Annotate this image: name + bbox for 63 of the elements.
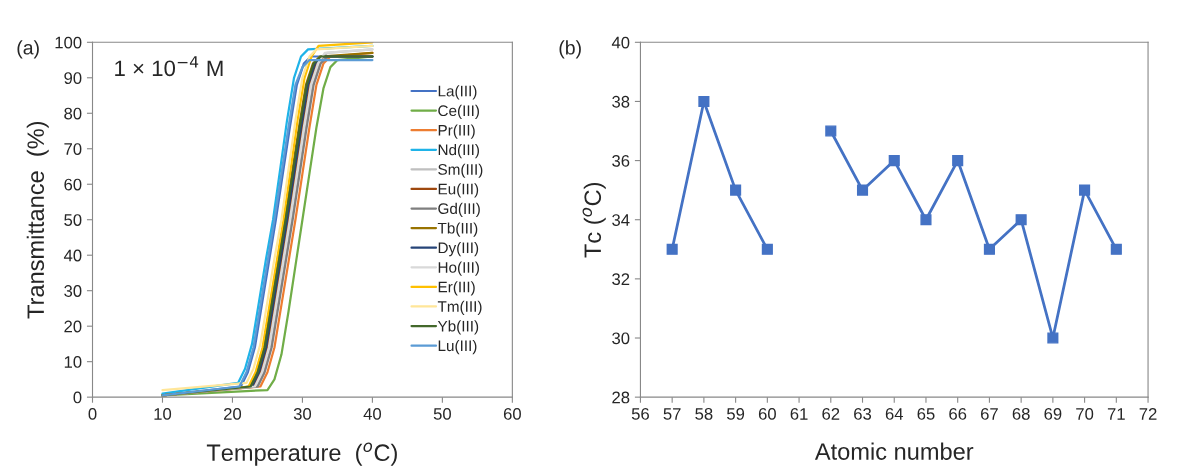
y-tick-label: 34 bbox=[612, 214, 630, 226]
y-tick-label: 60 bbox=[64, 178, 82, 191]
x-axis-title: Atomic number bbox=[814, 442, 974, 460]
y-tick-label: 90 bbox=[64, 72, 82, 84]
x-axis-title: Temperature ($^{o}$C) bbox=[206, 442, 397, 466]
y-tick-label: 30 bbox=[612, 332, 630, 345]
legend-label: Eu(III) bbox=[438, 183, 479, 198]
legend-label: Er(III) bbox=[438, 281, 475, 296]
legend-label: Nd(III) bbox=[438, 144, 479, 159]
legend-label: Lu(III) bbox=[438, 339, 477, 355]
y-tick-label: 10 bbox=[64, 356, 82, 368]
x-tick-label: 65 bbox=[917, 408, 935, 420]
x-tick-label: 70 bbox=[1076, 408, 1094, 420]
x-tick-label: 68 bbox=[1012, 408, 1030, 420]
text: (b) bbox=[559, 40, 581, 59]
y-tick-label: 30 bbox=[64, 285, 82, 297]
text: (a) bbox=[17, 40, 39, 59]
legend-label: Ho(III) bbox=[438, 261, 479, 276]
x-tick-label: 64 bbox=[885, 408, 904, 420]
legend-label: Tb(III) bbox=[437, 222, 478, 237]
y-axis-title: Tc ($^{o}$C) bbox=[582, 183, 606, 258]
y-tick-label: 80 bbox=[64, 107, 82, 120]
y-tick-label: 32 bbox=[612, 273, 630, 286]
x-tick-label: 67 bbox=[981, 408, 998, 420]
x-tick-label: 40 bbox=[363, 408, 382, 420]
y-tick-label: 28 bbox=[612, 391, 630, 404]
y-tick-label: 100 bbox=[55, 36, 82, 49]
y-tick-label: 38 bbox=[612, 95, 630, 108]
x-tick-label: 60 bbox=[758, 408, 776, 420]
x-tick-label: 59 bbox=[727, 408, 745, 420]
y-tick-label: 40 bbox=[611, 36, 630, 49]
legend-label: Dy(III) bbox=[438, 241, 479, 257]
x-tick-label: 72 bbox=[1139, 408, 1157, 420]
x-tick-label: 56 bbox=[631, 408, 649, 420]
legend-label: La(III) bbox=[438, 85, 477, 100]
x-tick-label: 58 bbox=[695, 408, 713, 420]
legend-label: Sm(III) bbox=[438, 163, 483, 178]
x-tick-label: 30 bbox=[293, 408, 312, 420]
x-tick-label: 50 bbox=[433, 408, 451, 420]
legend-label: Pr(III) bbox=[438, 124, 475, 139]
y-tick-label: 36 bbox=[612, 154, 630, 167]
y-tick-label: 50 bbox=[64, 214, 82, 226]
x-tick-label: 69 bbox=[1044, 408, 1062, 420]
x-tick-label: 61 bbox=[790, 408, 808, 420]
legend-label: Yb(III) bbox=[437, 320, 479, 335]
x-tick-label: 71 bbox=[1107, 408, 1125, 420]
x-tick-label: 20 bbox=[224, 408, 242, 420]
y-tick-label: 20 bbox=[64, 320, 82, 333]
y-tick-label: 0 bbox=[73, 391, 82, 404]
annotation: 1 × 10$^{−4}$ M bbox=[115, 56, 223, 77]
legend-label: Gd(III) bbox=[438, 202, 480, 218]
x-tick-label: 62 bbox=[822, 408, 840, 420]
x-tick-label: 57 bbox=[663, 408, 681, 420]
y-tick-label: 70 bbox=[64, 143, 82, 155]
x-tick-label: 63 bbox=[854, 408, 872, 420]
y-axis-title: Transmittance (%) bbox=[26, 121, 49, 319]
x-tick-label: 0 bbox=[88, 408, 97, 420]
x-tick-label: 60 bbox=[503, 408, 521, 420]
legend-label: Ce(III) bbox=[438, 104, 479, 120]
y-tick-label: 40 bbox=[63, 249, 82, 262]
x-tick-label: 10 bbox=[154, 408, 172, 420]
x-tick-label: 66 bbox=[949, 408, 967, 420]
legend-label: Tm(III) bbox=[437, 300, 482, 315]
